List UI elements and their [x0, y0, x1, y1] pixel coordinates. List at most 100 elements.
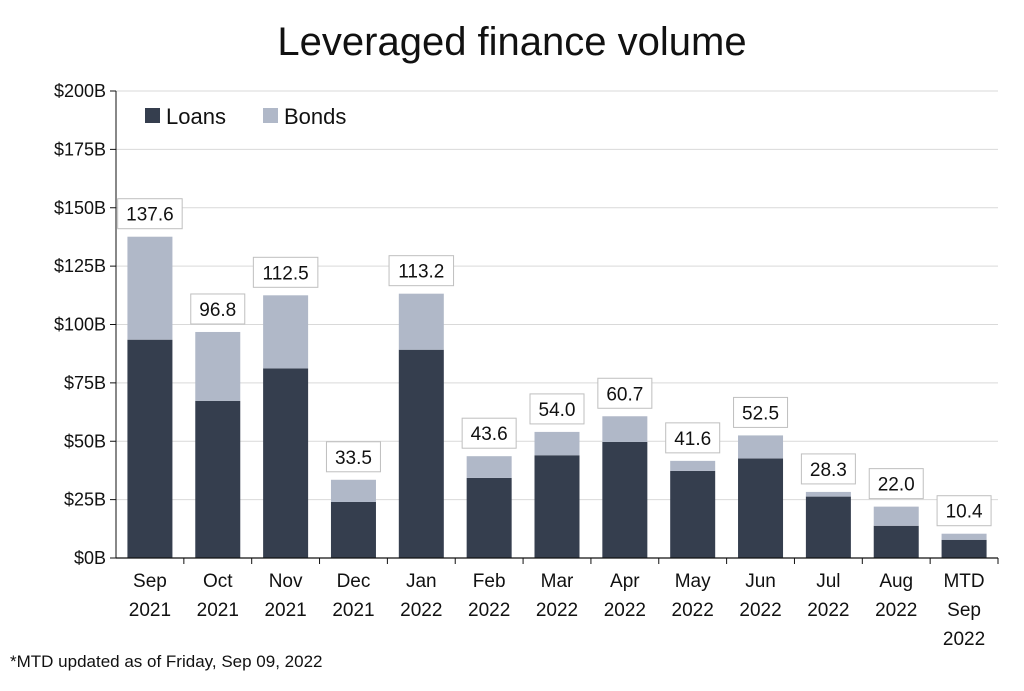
x-tick-label: 2021	[264, 600, 306, 621]
total-label-text: 43.6	[471, 424, 508, 445]
bar-loans	[263, 368, 309, 558]
x-tick-label: Sep	[133, 571, 167, 592]
x-tick-label: Mar	[541, 571, 574, 592]
bar-bonds	[941, 533, 987, 540]
total-label-box	[461, 417, 517, 449]
bar-bonds	[805, 491, 851, 497]
bar-loans	[602, 441, 648, 558]
total-label-box	[936, 495, 992, 527]
bar-bonds	[466, 456, 512, 478]
y-tick-label: $125B	[54, 256, 106, 276]
bar-bonds	[195, 331, 241, 401]
bar-loans	[127, 339, 173, 558]
total-label-text: 52.5	[742, 403, 779, 424]
x-tick-label: May	[675, 571, 711, 592]
bar-bonds	[602, 416, 648, 442]
total-label-text: 54.0	[539, 400, 576, 421]
total-label: 113.2	[388, 255, 455, 287]
x-tick-label: 2021	[129, 600, 171, 621]
total-label-box	[388, 255, 455, 287]
x-tick-label: Nov	[269, 571, 303, 592]
total-label: 60.7	[597, 377, 653, 409]
legend-label: Loans	[166, 104, 226, 129]
bar-loans	[805, 496, 851, 558]
x-tick-label: 2022	[400, 600, 442, 621]
total-label-text: 10.4	[946, 502, 983, 523]
x-tick-label: Sep	[947, 600, 981, 621]
x-tick-label: MTD	[943, 571, 984, 592]
legend-item: Bonds	[263, 104, 346, 129]
x-tick-label: 2022	[943, 629, 985, 650]
total-label-box	[868, 468, 924, 500]
total-label: 28.3	[800, 453, 856, 485]
total-label-text: 60.7	[606, 384, 643, 405]
bar-bonds	[534, 431, 580, 456]
total-labels: 137.6 96.8 112.5 33.5 113.2 43.6 54.0 60.7 41.6 5…	[117, 198, 992, 527]
legend: Loans Bonds	[145, 104, 346, 129]
x-tick-label: 2022	[604, 600, 646, 621]
legend-label: Bonds	[284, 104, 346, 129]
bar-bonds	[127, 236, 173, 340]
total-label-box	[252, 256, 319, 288]
x-tick-label: 2021	[197, 600, 239, 621]
y-tick-label: $200B	[54, 81, 106, 101]
bar-loans	[398, 349, 444, 558]
legend-item: Loans	[145, 104, 226, 129]
total-label-text: 96.8	[199, 300, 236, 321]
y-axis: $0B $25B $50B $75B $100B $125B $150B $175B $200B	[54, 81, 117, 568]
bar-loans	[195, 400, 241, 558]
x-tick-label: Jul	[816, 571, 840, 592]
total-label-text: 41.6	[674, 429, 711, 450]
total-label-box	[325, 441, 381, 473]
total-label-text: 22.0	[878, 475, 915, 496]
total-label-box	[597, 377, 653, 409]
total-label: 112.5	[252, 256, 319, 288]
x-tick-label: 2022	[536, 600, 578, 621]
total-label: 10.4	[936, 495, 992, 527]
total-label: 22.0	[868, 468, 924, 500]
total-label-text: 33.5	[335, 448, 372, 469]
total-label: 52.5	[733, 396, 789, 428]
total-label-box	[190, 293, 246, 325]
total-label-text: 113.2	[398, 262, 444, 283]
bar-loans	[534, 455, 580, 558]
total-label: 54.0	[529, 393, 585, 425]
y-tick-label: $0B	[74, 548, 106, 568]
x-tick-label: 2022	[807, 600, 849, 621]
total-label: 41.6	[665, 422, 721, 454]
x-tick-label: 2022	[468, 600, 510, 621]
bar-loans	[941, 539, 987, 558]
y-tick-label: $100B	[54, 315, 106, 335]
bar-loans	[466, 477, 512, 558]
bar-loans	[738, 458, 784, 558]
bar-loans	[873, 525, 919, 558]
bar-bonds	[670, 460, 716, 471]
footnote: *MTD updated as of Friday, Sep 09, 2022	[10, 652, 323, 671]
x-tick-label: Oct	[203, 571, 233, 592]
x-tick-label: 2021	[332, 600, 374, 621]
x-tick-label: 2022	[739, 600, 781, 621]
y-tick-label: $175B	[54, 139, 106, 159]
total-label-box	[529, 393, 585, 425]
total-label-box	[117, 198, 183, 230]
bar-bonds	[263, 295, 309, 369]
bar-loans	[330, 501, 376, 558]
bars	[127, 236, 987, 558]
total-label-text: 112.5	[263, 263, 309, 284]
bar-loans	[670, 470, 716, 558]
x-tick-label: Apr	[610, 571, 640, 592]
total-label-text: 137.6	[126, 205, 174, 226]
total-label-text: 28.3	[810, 460, 847, 481]
y-tick-label: $50B	[64, 431, 106, 451]
x-axis: Sep 2021 Oct 2021 Nov 2021 Dec 2021 Jan 2022 Feb 20…	[116, 557, 999, 650]
y-tick-label: $25B	[64, 490, 106, 510]
x-tick-label: Feb	[473, 571, 506, 592]
bar-bonds	[738, 435, 784, 459]
total-label-box	[733, 396, 789, 428]
total-label-box	[665, 422, 721, 454]
x-tick-label: Jan	[406, 571, 437, 592]
x-tick-label: Aug	[879, 571, 913, 592]
y-tick-label: $150B	[54, 198, 106, 218]
legend-swatch	[145, 108, 160, 123]
